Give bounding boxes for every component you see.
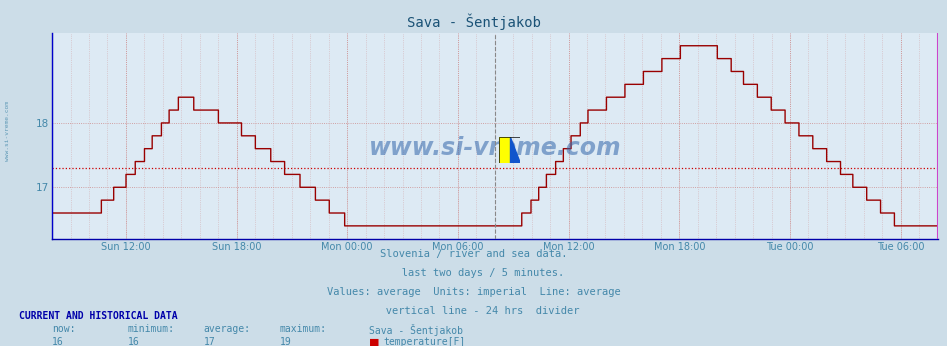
- Bar: [499, 137, 509, 163]
- Text: 19: 19: [279, 337, 291, 346]
- Text: maximum:: maximum:: [279, 324, 327, 334]
- Text: 16: 16: [128, 337, 139, 346]
- Text: minimum:: minimum:: [128, 324, 175, 334]
- Text: www.si-vreme.com: www.si-vreme.com: [368, 136, 621, 160]
- Text: ■: ■: [369, 337, 380, 346]
- Text: last two days / 5 minutes.: last two days / 5 minutes.: [383, 268, 564, 278]
- Text: Sava - Šentjakob: Sava - Šentjakob: [369, 324, 463, 336]
- Text: Values: average  Units: imperial  Line: average: Values: average Units: imperial Line: av…: [327, 287, 620, 297]
- Text: www.si-vreme.com: www.si-vreme.com: [5, 101, 10, 162]
- Text: now:: now:: [52, 324, 76, 334]
- Text: average:: average:: [204, 324, 251, 334]
- Text: Slovenia / river and sea data.: Slovenia / river and sea data.: [380, 249, 567, 259]
- Text: Sava - Šentjakob: Sava - Šentjakob: [406, 14, 541, 30]
- Text: vertical line - 24 hrs  divider: vertical line - 24 hrs divider: [367, 306, 580, 316]
- Text: 17: 17: [204, 337, 215, 346]
- Text: CURRENT AND HISTORICAL DATA: CURRENT AND HISTORICAL DATA: [19, 311, 178, 321]
- Polygon shape: [509, 137, 520, 163]
- Text: 16: 16: [52, 337, 63, 346]
- Text: temperature[F]: temperature[F]: [384, 337, 466, 346]
